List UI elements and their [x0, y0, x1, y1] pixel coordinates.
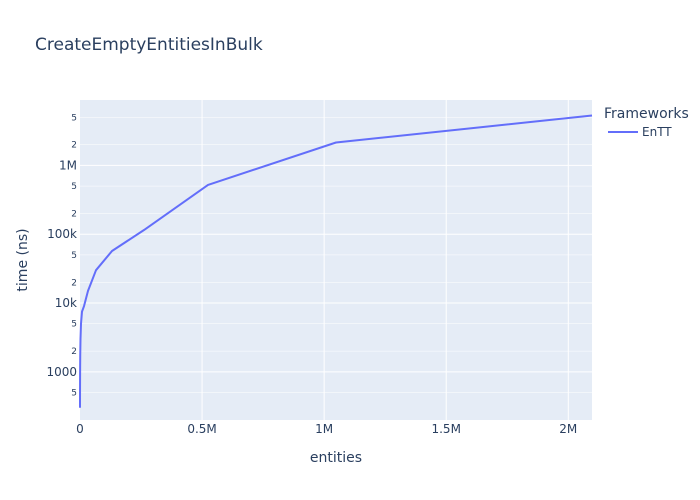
- x-axis-ticks: 0 0.5M 1M 1.5M 2M: [76, 422, 577, 436]
- x-axis-title: entities: [310, 450, 362, 466]
- y-tick-label: 1M: [59, 158, 77, 172]
- y-minor-tick-label: 2: [71, 209, 77, 219]
- y-tick-label: 1000: [46, 365, 77, 379]
- y-tick-label: 100k: [47, 227, 77, 241]
- y-axis-title: time (ns): [15, 228, 31, 291]
- y-minor-tick-label: 5: [71, 182, 77, 192]
- y-axis-ticks: 1000 10k 100k 1M 5 2 5 2 5 2 5 2 5: [46, 113, 77, 398]
- series-layer: [79, 114, 593, 408]
- legend: Frameworks EnTT: [604, 106, 689, 139]
- y-minor-tick-label: 2: [71, 141, 77, 151]
- y-minor-tick-label: 5: [71, 389, 77, 399]
- y-minor-tick-label: 5: [71, 320, 77, 330]
- legend-label-entt[interactable]: EnTT: [642, 125, 672, 139]
- legend-title: Frameworks: [604, 106, 689, 122]
- x-tick-label: 1M: [315, 422, 333, 436]
- y-minor-tick-label: 5: [71, 251, 77, 261]
- grid: [80, 100, 592, 420]
- x-tick-label: 2M: [559, 422, 577, 436]
- x-tick-label: 0: [76, 422, 84, 436]
- x-tick-label: 1.5M: [431, 422, 460, 436]
- x-tick-label: 0.5M: [187, 422, 216, 436]
- series-line-entt[interactable]: [79, 114, 593, 408]
- plot-area: [80, 100, 592, 420]
- chart-title: CreateEmptyEntitiesInBulk: [35, 35, 263, 55]
- y-minor-tick-label: 5: [71, 113, 77, 123]
- y-minor-tick-label: 2: [71, 278, 77, 288]
- y-tick-label: 10k: [55, 296, 77, 310]
- y-minor-tick-label: 2: [71, 347, 77, 357]
